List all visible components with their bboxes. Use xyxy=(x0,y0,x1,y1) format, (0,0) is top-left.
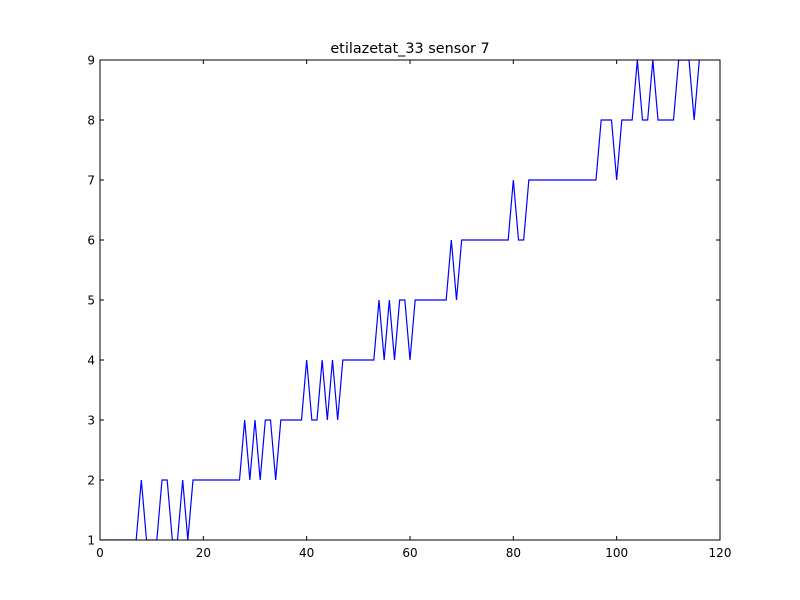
plot-area xyxy=(100,60,700,540)
chart-title: etilazetat_33 sensor 7 xyxy=(330,41,489,57)
y-tick-label: 9 xyxy=(87,54,95,68)
x-tick-label: 0 xyxy=(96,546,104,560)
axes: 0 20 40 60 80 100 120 1 2 3 4 5 6 7 8 9 xyxy=(87,54,731,561)
x-tick-label: 60 xyxy=(402,546,417,560)
y-tick-label: 4 xyxy=(87,354,95,368)
x-tick-label: 120 xyxy=(709,546,732,560)
x-tick-label: 80 xyxy=(506,546,521,560)
y-tick-label: 5 xyxy=(87,294,95,308)
y-tick-label: 2 xyxy=(87,474,95,488)
x-tick-label: 100 xyxy=(605,546,628,560)
x-tick-label: 20 xyxy=(196,546,211,560)
y-tick-label: 6 xyxy=(87,234,95,248)
y-tick-label: 8 xyxy=(87,114,95,128)
y-tick-label: 7 xyxy=(87,174,95,188)
y-tick-label: 3 xyxy=(87,414,95,428)
y-tick-label: 1 xyxy=(87,534,95,548)
series-line-0 xyxy=(100,60,700,540)
x-tick-label: 40 xyxy=(299,546,314,560)
